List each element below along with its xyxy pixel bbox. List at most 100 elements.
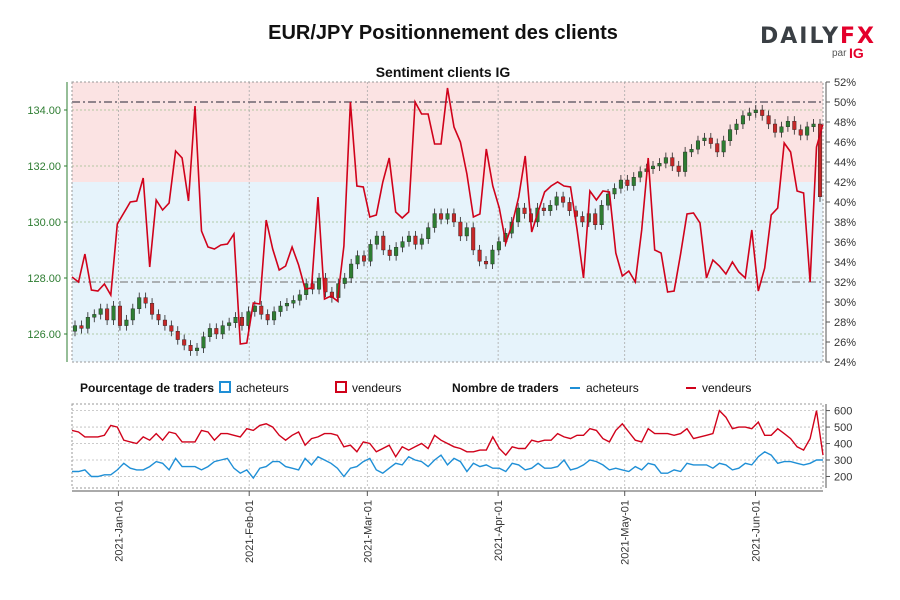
logo-by: par	[832, 48, 847, 59]
candle-body	[490, 249, 495, 265]
candle-body	[150, 303, 155, 315]
legend: Pourcentage de traders acheteurs vendeur…	[80, 381, 751, 395]
candle-body	[413, 235, 418, 245]
candle-body	[657, 162, 662, 167]
candle-body	[124, 319, 129, 326]
candle-body	[394, 246, 399, 256]
price-tick-label: 130.00	[27, 217, 61, 229]
candle-body	[599, 204, 604, 225]
percent-tick-label: 36%	[834, 237, 856, 249]
candle-body	[85, 317, 90, 329]
legend-count-sellers-label: vendeurs	[702, 381, 751, 395]
candle-body	[728, 129, 733, 142]
candle-body	[362, 255, 367, 262]
candle-body	[548, 204, 553, 211]
candle-body	[721, 140, 726, 153]
legend-percent-sellers-swatch	[335, 381, 347, 393]
legend-count-buyers-label: acheteurs	[586, 381, 639, 395]
candle-body	[188, 345, 193, 352]
candle-body	[445, 213, 450, 220]
candle-body	[182, 339, 187, 346]
candle-body	[516, 207, 521, 223]
candle-body	[98, 308, 103, 315]
candle-body	[265, 314, 270, 321]
candle-body	[252, 305, 257, 312]
date-tick-label: 2021-May-01	[620, 500, 632, 565]
candle-body	[169, 325, 174, 332]
legend-percent-title: Pourcentage de traders	[80, 381, 214, 395]
main-border	[71, 81, 824, 363]
count-tick-label: 200	[834, 471, 852, 483]
candle-body	[561, 196, 566, 203]
date-tick-label: 2021-Mar-01	[362, 500, 374, 563]
candle-body	[477, 249, 482, 262]
price-axis: 126.00 128.00 130.00 132.00 134.00	[27, 82, 68, 362]
candle-body	[368, 244, 373, 262]
candle-body	[773, 123, 778, 133]
price-tick-label: 126.00	[27, 329, 61, 341]
candle-body	[695, 140, 700, 150]
legend-count-title: Nombre de traders	[452, 381, 559, 395]
sellers-band	[72, 82, 823, 182]
reference-lines	[72, 101, 823, 283]
candle-body	[220, 325, 225, 335]
percent-tick-label: 48%	[834, 117, 856, 129]
percent-tick-label: 34%	[834, 257, 856, 269]
candlesticks	[72, 104, 823, 356]
percent-tick-label: 26%	[834, 337, 856, 349]
candle-body	[400, 241, 405, 248]
candle-body	[798, 129, 803, 136]
candle-body	[747, 112, 752, 116]
date-tick-label: 2021-Feb-01	[244, 500, 256, 563]
candle-body	[760, 109, 765, 116]
candle-body	[580, 216, 585, 223]
candle-body	[406, 235, 411, 242]
candle-body	[111, 305, 116, 321]
candle-body	[818, 123, 823, 198]
candle-body	[554, 196, 559, 206]
candle-body	[766, 115, 771, 125]
price-tick-label: 134.00	[27, 105, 61, 117]
candle-body	[195, 347, 200, 351]
candle-body	[201, 336, 206, 349]
candle-body	[105, 308, 110, 321]
candle-body	[734, 123, 739, 130]
candle-body	[117, 305, 122, 326]
candle-body	[92, 314, 97, 318]
candle-body	[740, 115, 745, 125]
percent-tick-label: 44%	[834, 157, 856, 169]
percent-tick-label: 42%	[834, 177, 856, 189]
candle-body	[381, 235, 386, 251]
candle-body	[785, 120, 790, 127]
date-tick-label: 2021-Apr-01	[493, 500, 505, 561]
candle-body	[162, 319, 167, 326]
count-plot-area	[71, 403, 824, 489]
candle-body	[233, 317, 238, 324]
percent-tick-label: 24%	[834, 357, 856, 369]
main-plot-area	[71, 81, 824, 363]
count-tick-label: 500	[834, 422, 852, 434]
logo-wordmark: DAILYFX	[760, 24, 876, 49]
candle-body	[227, 322, 232, 326]
candle-body	[689, 148, 694, 153]
candle-body	[496, 241, 501, 251]
candle-body	[137, 297, 142, 310]
candle-body	[593, 213, 598, 226]
candle-body	[805, 126, 810, 136]
count-axis: 200 300 400 500 600	[825, 404, 852, 488]
candle-body	[458, 221, 463, 237]
candle-body	[625, 179, 630, 186]
count-sellers-line	[71, 409, 824, 459]
count-tick-label: 300	[834, 455, 852, 467]
candle-body	[811, 123, 816, 127]
candle-body	[349, 263, 354, 279]
candle-body	[297, 294, 302, 301]
candle-body	[522, 207, 527, 214]
candle-body	[651, 165, 656, 169]
candle-body	[239, 317, 244, 326]
count-buyers-line	[72, 450, 823, 480]
candle-body	[484, 261, 489, 265]
candle-body	[567, 202, 572, 211]
candle-body	[541, 207, 546, 211]
candle-body	[702, 137, 707, 141]
